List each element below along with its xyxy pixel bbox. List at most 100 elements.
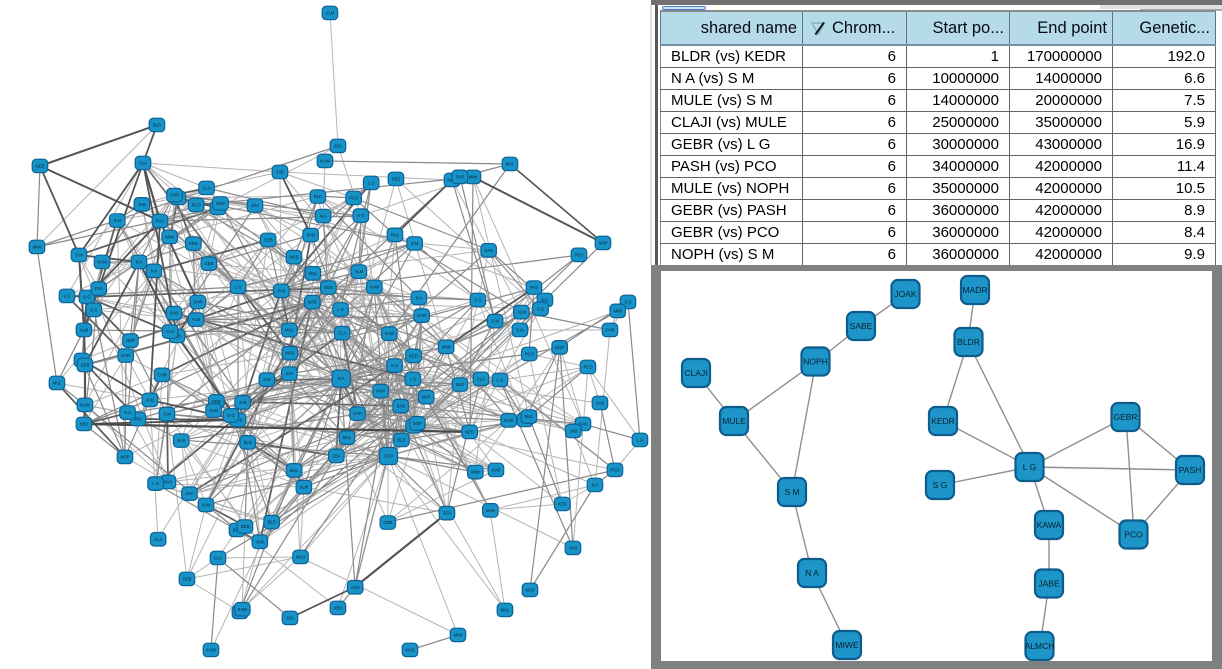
svg-text:ALM: ALM xyxy=(202,503,211,508)
svg-text:S M: S M xyxy=(263,377,271,382)
svg-text:MIW: MIW xyxy=(454,633,463,638)
svg-text:BLD: BLD xyxy=(153,123,161,128)
svg-text:CHR: CHR xyxy=(121,353,130,358)
svg-text:KEDR: KEDR xyxy=(931,416,955,426)
svg-text:L G: L G xyxy=(1023,462,1036,472)
svg-text:S M: S M xyxy=(163,412,171,417)
svg-text:L G: L G xyxy=(337,307,344,312)
svg-text:N A: N A xyxy=(416,295,423,300)
svg-text:MIW: MIW xyxy=(442,344,451,349)
svg-text:ALM: ALM xyxy=(300,485,309,490)
svg-text:JOA: JOA xyxy=(285,371,293,376)
svg-text:L G: L G xyxy=(235,284,242,289)
svg-text:JAB: JAB xyxy=(276,170,284,175)
svg-text:S G: S G xyxy=(624,300,631,305)
svg-text:CLA: CLA xyxy=(477,376,485,381)
svg-text:JAB: JAB xyxy=(256,539,264,544)
svg-text:GEB: GEB xyxy=(183,577,192,582)
svg-text:NOP: NOP xyxy=(422,395,431,400)
svg-text:MUL: MUL xyxy=(506,162,516,167)
svg-text:N A: N A xyxy=(542,298,549,303)
svg-text:GEB: GEB xyxy=(36,164,45,169)
svg-text:MAD: MAD xyxy=(308,300,317,305)
svg-text:N A: N A xyxy=(805,568,819,578)
svg-text:NOP: NOP xyxy=(413,421,422,426)
svg-text:NOP: NOP xyxy=(376,389,385,394)
svg-text:N A: N A xyxy=(320,214,327,219)
svg-text:JAB: JAB xyxy=(146,398,154,403)
svg-text:JOA: JOA xyxy=(286,616,294,621)
svg-text:MIW: MIW xyxy=(613,308,622,313)
svg-text:PCO: PCO xyxy=(610,468,620,473)
svg-text:PAS: PAS xyxy=(277,288,285,293)
svg-text:PCO: PCO xyxy=(1124,530,1143,540)
svg-text:S M: S M xyxy=(75,253,83,258)
svg-text:CLA: CLA xyxy=(214,556,222,561)
svg-text:JAB: JAB xyxy=(239,400,247,405)
svg-text:PCO: PCO xyxy=(155,219,165,224)
svg-text:JOA: JOA xyxy=(251,203,259,208)
svg-text:L G: L G xyxy=(410,377,417,382)
svg-text:S G: S G xyxy=(83,295,90,300)
svg-text:SAB: SAB xyxy=(485,248,494,253)
svg-text:KAW: KAW xyxy=(370,285,379,290)
svg-text:CLA: CLA xyxy=(139,161,147,166)
svg-text:CLA: CLA xyxy=(154,537,162,542)
svg-text:KED: KED xyxy=(189,241,198,246)
svg-text:PAS: PAS xyxy=(391,232,399,237)
svg-text:JOA: JOA xyxy=(185,491,193,496)
svg-text:MAD: MAD xyxy=(289,255,298,260)
svg-text:PCO: PCO xyxy=(349,196,359,201)
svg-text:GEB: GEB xyxy=(81,363,90,368)
svg-text:PCO: PCO xyxy=(384,454,394,459)
svg-text:CLA: CLA xyxy=(203,186,211,191)
svg-text:MAD: MAD xyxy=(285,351,294,356)
svg-text:JOA: JOA xyxy=(443,511,451,516)
svg-text:ALMCH: ALMCH xyxy=(1025,641,1055,651)
svg-text:PCO: PCO xyxy=(574,252,584,257)
svg-text:SABE: SABE xyxy=(850,321,873,331)
svg-text:MADR: MADR xyxy=(962,285,987,295)
svg-text:PCO: PCO xyxy=(583,365,593,370)
svg-text:MUL: MUL xyxy=(308,271,318,276)
svg-text:GEBR: GEBR xyxy=(1113,412,1137,422)
svg-text:PAS: PAS xyxy=(95,286,103,291)
svg-text:CHR: CHR xyxy=(158,372,167,377)
svg-text:KED: KED xyxy=(465,429,474,434)
svg-text:BLD: BLD xyxy=(314,194,322,199)
svg-text:N A: N A xyxy=(136,260,143,265)
svg-text:NOP: NOP xyxy=(525,588,534,593)
svg-text:JABE: JABE xyxy=(1038,579,1060,589)
svg-text:KAW: KAW xyxy=(238,607,247,612)
svg-text:S G: S G xyxy=(227,413,234,418)
svg-text:CLA: CLA xyxy=(166,329,174,334)
svg-text:JAB: JAB xyxy=(138,202,146,207)
svg-text:JOAK: JOAK xyxy=(894,289,917,299)
svg-text:SAB: SAB xyxy=(177,438,186,443)
svg-text:MIW: MIW xyxy=(471,470,480,475)
svg-text:KED: KED xyxy=(409,353,418,358)
svg-text:KAWA: KAWA xyxy=(1037,520,1062,530)
svg-text:PAS: PAS xyxy=(530,285,538,290)
svg-text:MAD: MAD xyxy=(296,555,305,560)
svg-text:N A: N A xyxy=(124,410,131,415)
svg-text:KED: KED xyxy=(212,399,221,404)
svg-text:N A: N A xyxy=(151,268,158,273)
svg-text:S G: S G xyxy=(90,307,97,312)
svg-text:SAB: SAB xyxy=(492,468,501,473)
svg-text:PASH: PASH xyxy=(1179,465,1202,475)
svg-text:BLD: BLD xyxy=(268,520,276,525)
svg-text:L G: L G xyxy=(497,378,504,383)
svg-text:S M: S M xyxy=(516,328,524,333)
svg-text:PAS: PAS xyxy=(456,174,464,179)
svg-text:KAW: KAW xyxy=(80,403,89,408)
svg-text:S G: S G xyxy=(933,480,948,490)
svg-text:S M: S M xyxy=(114,218,122,223)
svg-text:JAB: JAB xyxy=(570,429,578,434)
svg-text:KAW: KAW xyxy=(206,648,215,653)
svg-text:MULE: MULE xyxy=(722,416,746,426)
svg-text:S G: S G xyxy=(474,298,481,303)
svg-text:MAD: MAD xyxy=(405,648,414,653)
svg-text:MUL: MUL xyxy=(53,381,63,386)
svg-text:ALM: ALM xyxy=(326,11,335,16)
